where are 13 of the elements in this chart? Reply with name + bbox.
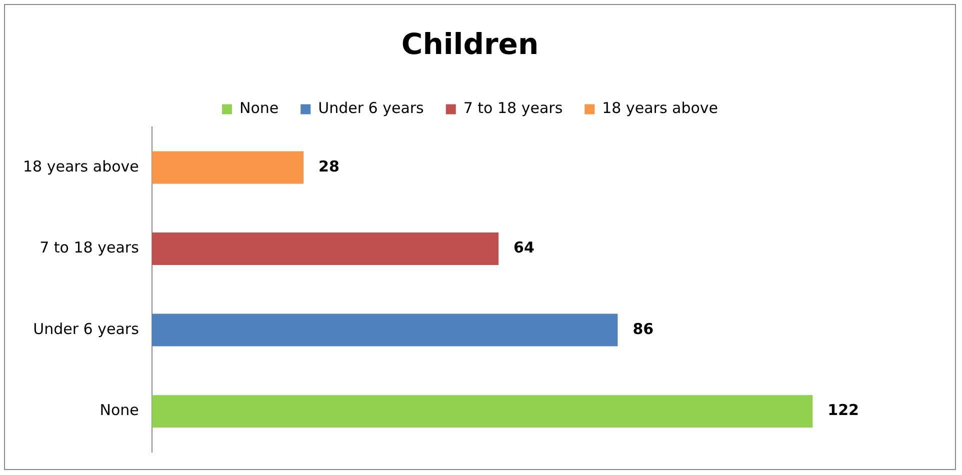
data-label: 28 <box>318 157 340 176</box>
legend-label: 18 years above <box>602 99 718 118</box>
data-label: 64 <box>514 238 534 257</box>
y-tick-label: None <box>100 401 139 420</box>
legend-label: None <box>239 99 279 118</box>
data-label: 122 <box>828 401 859 420</box>
y-tick-label: 18 years above <box>22 157 139 176</box>
data-label: 86 <box>632 320 654 338</box>
legend-label: Under 6 years <box>318 99 424 118</box>
legend-label: 7 to 18 years <box>463 99 563 118</box>
chart-title: Children <box>401 26 539 61</box>
y-tick-label: 7 to 18 years <box>40 238 140 257</box>
y-tick-label: Under 6 years <box>33 320 140 338</box>
